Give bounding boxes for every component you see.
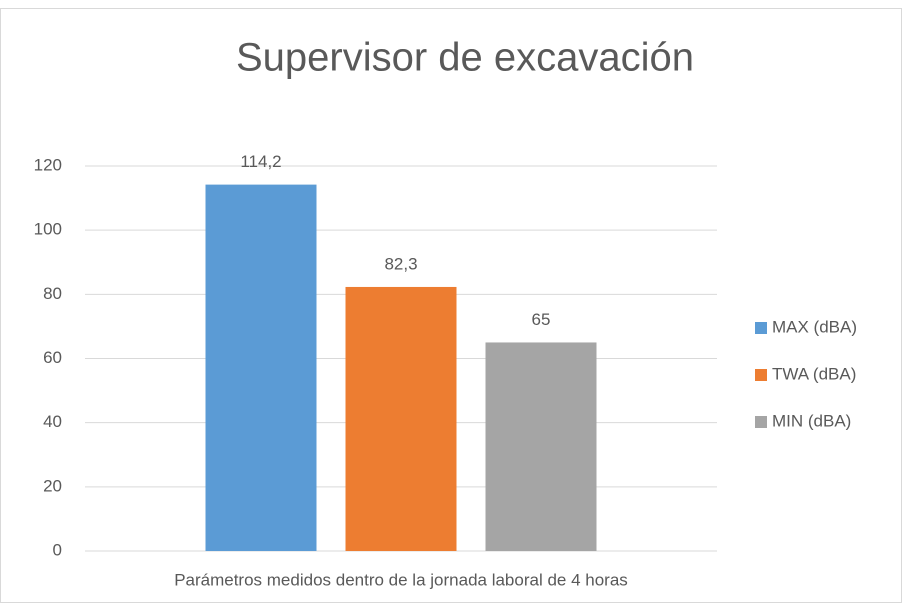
y-tick-label: 20 <box>43 476 62 495</box>
y-tick-label: 100 <box>34 220 62 239</box>
value-label: 82,3 <box>384 254 417 273</box>
y-tick-label: 60 <box>43 348 62 367</box>
legend-swatch <box>755 369 767 381</box>
y-tick-label: 120 <box>34 155 62 174</box>
y-tick-label: 0 <box>53 540 62 559</box>
y-tick-label: 80 <box>43 284 62 303</box>
value-label: 65 <box>532 310 551 329</box>
bar <box>205 184 317 551</box>
legend-label: MAX (dBA) <box>772 317 857 336</box>
legend-swatch <box>755 322 767 334</box>
chart-title: Supervisor de excavación <box>236 36 694 80</box>
value-label: 114,2 <box>240 152 281 171</box>
y-tick-label: 40 <box>43 412 62 431</box>
legend-label: MIN (dBA) <box>772 411 851 430</box>
bar <box>345 286 457 551</box>
legend-swatch <box>755 416 767 428</box>
x-tick-label: Parámetros medidos dentro de la jornada … <box>174 570 628 589</box>
bar <box>485 342 597 551</box>
legend-label: TWA (dBA) <box>772 364 856 383</box>
